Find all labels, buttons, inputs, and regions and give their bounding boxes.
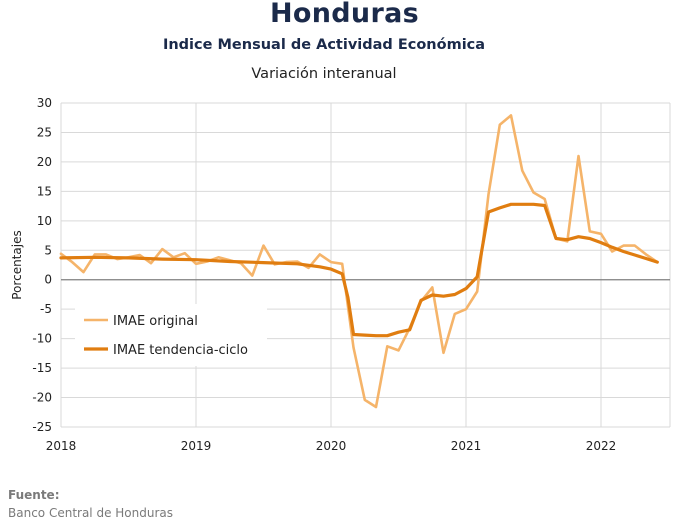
x-tick-label: 2020: [316, 439, 347, 453]
legend-box: [75, 304, 267, 366]
source-text: Banco Central de Honduras: [8, 506, 173, 520]
y-tick-label: -20: [32, 391, 52, 405]
y-tick-label: 15: [37, 184, 52, 198]
y-tick-label: 25: [37, 125, 52, 139]
source-label: Fuente:: [8, 488, 60, 502]
y-tick-label: -10: [32, 332, 52, 346]
y-tick-label: -5: [40, 302, 52, 316]
y-axis-label: Porcentajes: [10, 230, 24, 299]
x-tick-label: 2018: [46, 439, 77, 453]
y-tick-label: -15: [32, 361, 52, 375]
x-tick-label: 2022: [586, 439, 617, 453]
legend: IMAE original IMAE tendencia-ciclo: [75, 304, 267, 366]
y-tick-label: 20: [37, 155, 52, 169]
y-tick-label: 10: [37, 214, 52, 228]
legend-label: IMAE original: [113, 314, 198, 329]
y-tick-label: -25: [32, 420, 52, 434]
x-tick-label: 2021: [451, 439, 482, 453]
y-tick-label: 30: [37, 96, 52, 110]
series-lines: [59, 114, 659, 409]
y-tick-label: 5: [44, 243, 52, 257]
y-tick-label: 0: [44, 273, 52, 287]
series-line-imae-tendencia-ciclo: [59, 202, 659, 338]
chart-subtitle-secondary: Variación interanual: [251, 66, 397, 82]
axes: 30 25 20 15 10 5 0 -5 -10 -15 -20 -25 2018 2019 2020 20…: [32, 96, 670, 453]
grid-lines: [60, 102, 671, 428]
chart-subtitle: Indice Mensual de Actividad Económica: [162, 37, 486, 53]
legend-label: IMAE tendencia-ciclo: [113, 343, 248, 358]
x-tick-label: 2019: [181, 439, 212, 453]
page-title: Honduras: [270, 0, 419, 29]
